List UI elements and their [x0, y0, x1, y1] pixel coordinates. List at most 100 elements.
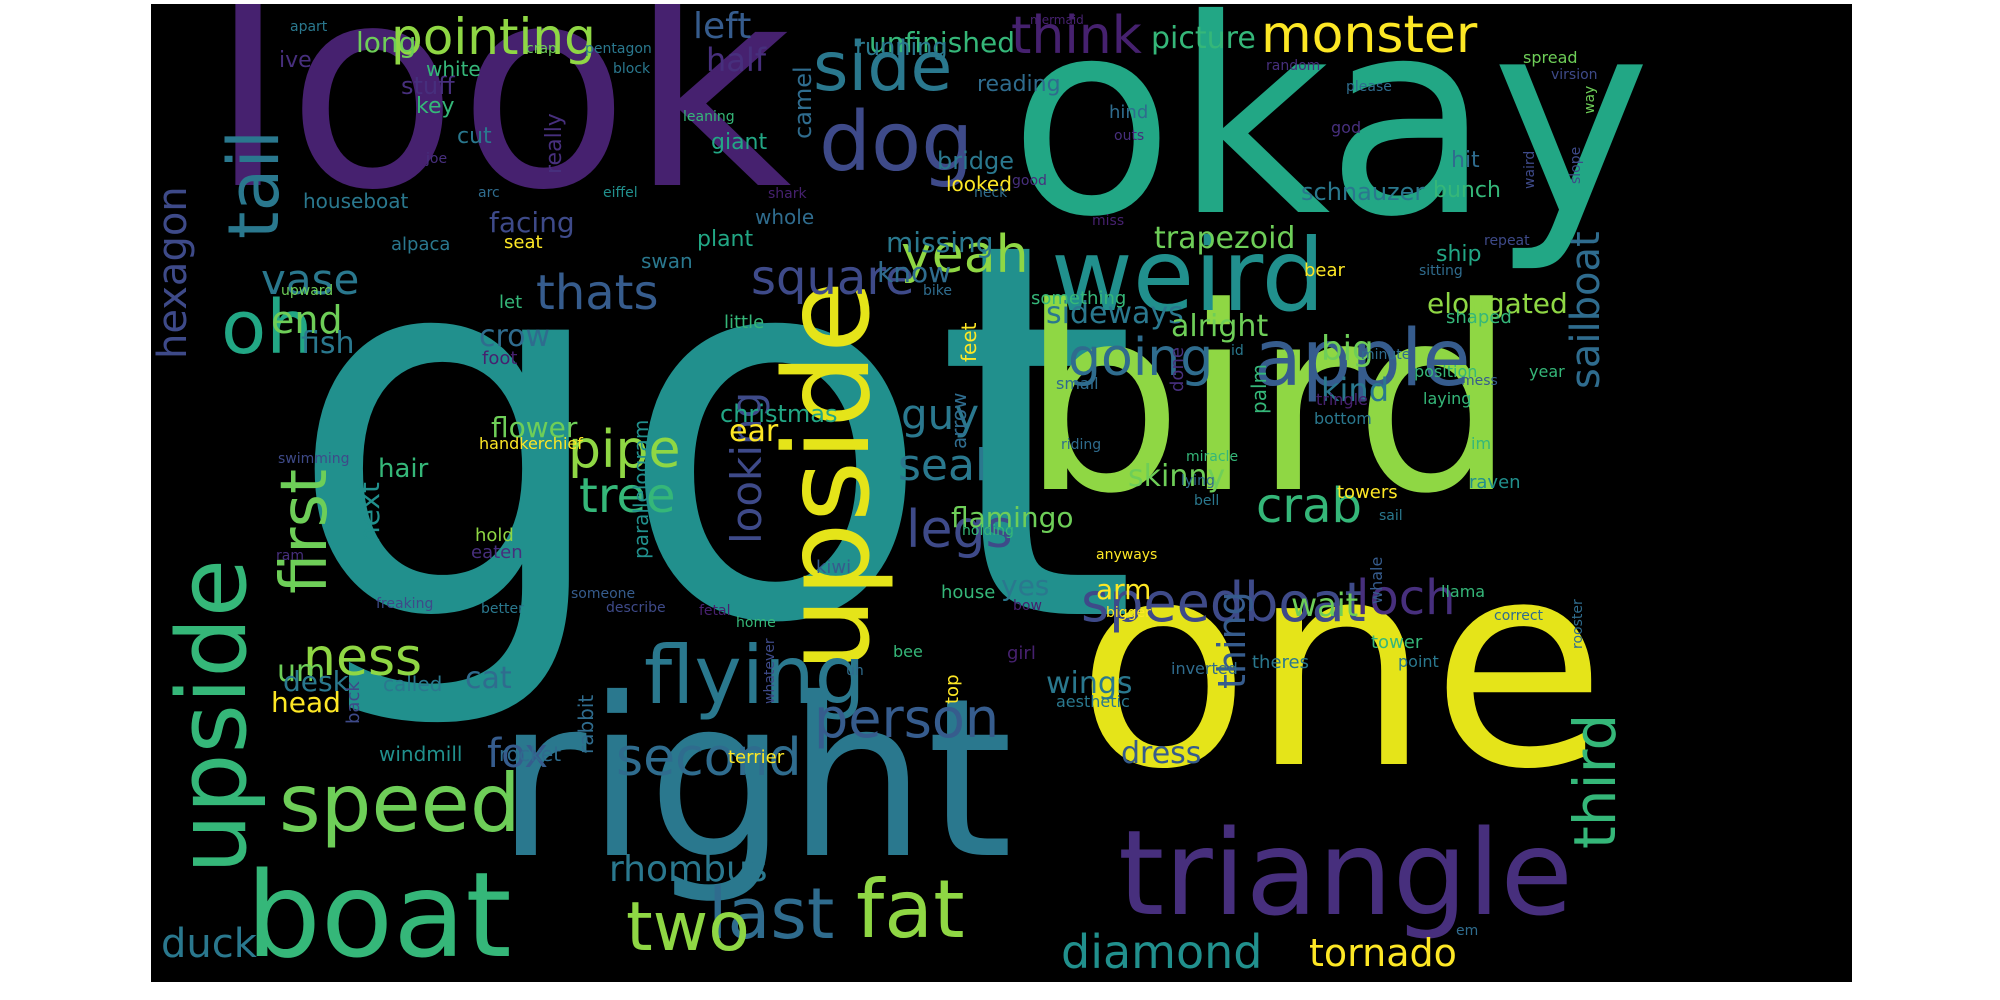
word-something: something	[1031, 288, 1127, 309]
word-back: back	[343, 681, 364, 724]
word-triangle: triangle	[1118, 804, 1573, 942]
word-duck: duck	[161, 921, 257, 967]
word-giant: giant	[711, 130, 768, 155]
word-hold: hold	[475, 525, 514, 546]
word-end: end	[271, 298, 343, 342]
word-joe: joe	[426, 151, 448, 167]
word-sideways: sideways	[1046, 296, 1184, 331]
word-way: way	[1582, 85, 1598, 114]
word-hexagon: hexagon	[151, 186, 196, 359]
word-correct: correct	[1494, 608, 1544, 624]
word-lying: lying	[1181, 473, 1215, 489]
word-towers: towers	[1337, 482, 1398, 503]
word-pointing: pointing	[391, 8, 596, 66]
word-first: first	[268, 468, 342, 594]
word-missing: missing	[886, 226, 994, 259]
word-bear: bear	[1304, 260, 1345, 281]
word-rooster: rooster	[1570, 599, 1586, 649]
word-apple: apple	[1254, 314, 1471, 404]
word-tree: tree	[579, 468, 676, 524]
word-repeat: repeat	[1484, 233, 1530, 249]
word-llama: llama	[1441, 582, 1486, 601]
word-dog: dog	[819, 95, 974, 190]
word-cat: cat	[465, 661, 512, 696]
word-sail: sail	[1379, 508, 1403, 524]
word-minute: minute	[1361, 347, 1411, 363]
word-crap: crap	[526, 41, 557, 57]
word-right: right	[496, 651, 1013, 907]
word-sailboat: sailboat	[1563, 231, 1609, 389]
word-whole: whole	[755, 205, 815, 229]
word-house: house	[941, 582, 996, 603]
word-called: called	[383, 672, 443, 696]
word-unfinished: unfinished	[869, 26, 1015, 59]
word-flying: flying	[644, 629, 866, 722]
word-running: running	[855, 33, 948, 61]
word-oh: oh	[221, 285, 314, 371]
word-rocket: rocket	[499, 742, 562, 766]
word-parallelogram: parallelogram	[629, 419, 653, 559]
word-flower: flower	[491, 411, 578, 444]
word-arc: arc	[478, 185, 500, 201]
word-whale: whale	[1367, 556, 1386, 604]
word-better: better	[481, 601, 524, 617]
word-speed: speed	[279, 757, 521, 850]
word-half: half	[706, 41, 767, 79]
word-eiffel: eiffel	[603, 185, 638, 201]
word-theres: theres	[1252, 652, 1309, 673]
word-spread: spread	[1523, 48, 1578, 67]
word-arm: arm	[1096, 573, 1152, 606]
word-neck: neck	[974, 185, 1008, 201]
word-alpaca: alpaca	[391, 234, 451, 255]
word-vase: vase	[261, 255, 360, 304]
word-point: point	[1398, 652, 1439, 671]
word-foot: foot	[482, 348, 518, 369]
word-two: two	[626, 888, 750, 967]
word-miss: miss	[1092, 213, 1125, 229]
word-wait: wait	[1291, 586, 1359, 624]
word-fat: fat	[856, 863, 965, 956]
word-girl: girl	[1007, 643, 1036, 664]
word-thats: thats	[536, 265, 659, 321]
word-bigger: bigger	[1106, 605, 1151, 621]
word-bunch: bunch	[1433, 178, 1501, 203]
word-speedboat: speedboat	[1081, 571, 1366, 634]
word-little: little	[724, 312, 765, 333]
word-houseboat: houseboat	[303, 189, 409, 213]
word-last: last	[708, 873, 835, 955]
word-mermaid: mermaid	[1030, 13, 1084, 27]
word-handkerchief: handkerchief	[479, 434, 583, 453]
word-yeah: yeah	[901, 225, 1029, 285]
word-guy: guy	[901, 390, 980, 439]
word-second: second	[616, 728, 802, 788]
word-christmas: christmas	[720, 400, 838, 428]
word-windmill: windmill	[379, 742, 463, 766]
word-going: going	[1068, 328, 1214, 388]
word-big: big	[1321, 329, 1374, 369]
word-aesthetic: aesthetic	[1056, 692, 1130, 711]
word-block: block	[613, 61, 651, 77]
word-im: im	[1471, 434, 1492, 453]
word-fish: fish	[301, 326, 355, 361]
word-home: home	[736, 615, 776, 631]
word-apart: apart	[290, 19, 328, 35]
word-ness: ness	[303, 628, 423, 688]
word-crow: crow	[479, 319, 551, 354]
word-bell: bell	[1194, 493, 1220, 509]
word-miracle: miracle	[1186, 449, 1239, 465]
word-good: good	[1012, 173, 1047, 189]
word-eaten: eaten	[471, 542, 523, 563]
word-ear: ear	[729, 414, 779, 449]
word-camel: camel	[789, 66, 817, 139]
word-tail: tail	[213, 129, 295, 239]
word-holding: holding	[962, 523, 1014, 539]
word-long: long	[356, 26, 417, 59]
word-cloud: got look okay one bird right triangle bo…	[151, 4, 1852, 982]
word-person: person	[814, 687, 1000, 750]
word-tower: tower	[1371, 632, 1423, 653]
word-head: head	[271, 686, 341, 719]
word-bow: bow	[1013, 598, 1042, 614]
word-riding: riding	[1061, 437, 1102, 453]
word-bike: bike	[923, 283, 952, 299]
word-picture: picture	[1151, 21, 1256, 56]
